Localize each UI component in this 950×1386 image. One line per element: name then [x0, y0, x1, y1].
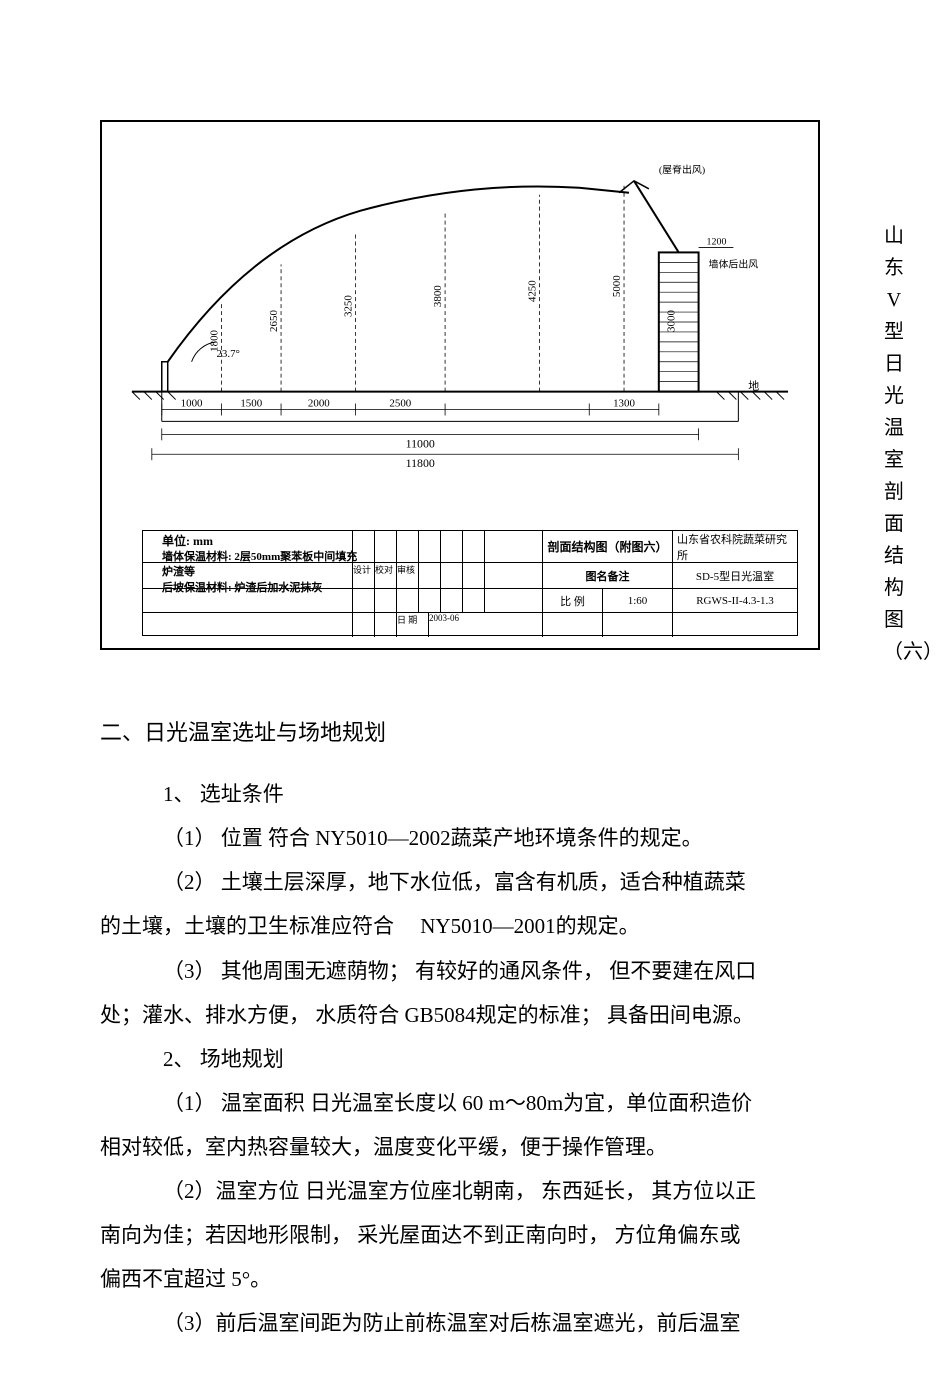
tb-institute: 山东省农科院蔬菜研究所: [673, 531, 797, 562]
tb-r4-b: [603, 613, 673, 637]
tb-model: SD-5型日光温室: [673, 563, 797, 588]
p-2-2a: （2）温室方位 日光温室方位座北朝南， 东西延长， 其方位以正: [100, 1169, 840, 1213]
p-1-3a: （3） 其他周围无遮荫物； 有较好的通风条件， 但不要建在风口: [100, 949, 840, 993]
dim-1300: 1300: [613, 398, 635, 410]
p-2-2c: 偏西不宜超过 5°。: [100, 1257, 840, 1301]
document-body: 二、日光温室选址与场地规划 1、 选址条件 （1） 位置 符合 NY5010—2…: [100, 710, 840, 1345]
page: 23.7° 1800 2650 3250: [0, 20, 950, 1366]
tb-left-4: [143, 613, 353, 637]
p-1-2a: （2） 土壤土层深厚，地下水位低，富含有机质，适合种植蔬菜: [100, 860, 840, 904]
subhead-2: 2、 场地规划: [100, 1037, 840, 1081]
p-1-3b: 处；灌水、排水方便， 水质符合 GB5084规定的标准； 具备田间电源。: [100, 993, 840, 1037]
dim-1200: 1200: [707, 236, 727, 247]
h-4250: 4250: [527, 280, 539, 302]
greenhouse-cross-section-diagram: 23.7° 1800 2650 3250: [122, 132, 798, 512]
dim-11800: 11800: [406, 456, 435, 470]
subhead-1: 1、 选址条件: [100, 772, 840, 816]
p-1-2b: 的土壤，土壤的卫生标准应符合 NY5010—2001的规定。: [100, 904, 840, 948]
tb-left-3: [143, 589, 353, 613]
h-3250: 3250: [343, 295, 355, 317]
dim-2000: 2000: [308, 398, 330, 410]
dim-11000: 11000: [406, 436, 435, 450]
h-5000: 5000: [611, 275, 623, 297]
h-1800: 1800: [208, 329, 220, 351]
tb-mid-grid-2: 设计 校对 审核: [353, 563, 543, 588]
ground-label: 地: [748, 380, 759, 393]
diagram-inner: 23.7° 1800 2650 3250: [102, 122, 818, 648]
tb-r4-a: [543, 613, 603, 637]
diagram-caption-vertical: 山东V型日光温室剖面结构图（六）: [883, 220, 905, 668]
tb-scale-label: 比 例: [543, 589, 603, 613]
section-heading: 二、日光温室选址与场地规划: [100, 710, 840, 756]
h-2650: 2650: [268, 310, 280, 332]
tb-left-2: [143, 563, 353, 588]
wall-vent-label: 墙体后出风: [709, 257, 759, 270]
tb-scale-value: 1:60: [603, 589, 673, 613]
tb-r4-c: [673, 613, 797, 637]
cross-section-svg: 23.7° 1800 2650 3250: [122, 132, 798, 512]
p-2-3: （3）前后温室间距为防止前栋温室对后栋温室遮光，前后温室: [100, 1301, 840, 1345]
dim-1500: 1500: [240, 398, 262, 410]
tb-drawing-title: 剖面结构图（附图六）: [543, 531, 673, 562]
p-2-2b: 南向为佳；若因地形限制， 采光屋面达不到正南向时， 方位角偏东或: [100, 1213, 840, 1257]
p-2-1b: 相对较低，室内热容量较大，温度变化平缓，便于操作管理。: [100, 1125, 840, 1169]
p-2-1a: （1） 温室面积 日光温室长度以 60 m～80m为宜，单位面积造价: [100, 1081, 840, 1125]
tb-mid-grid-1: [353, 531, 543, 562]
tb-drawing-no: RGWS-II-4.3-1.3: [673, 589, 797, 613]
diagram-frame: 23.7° 1800 2650 3250: [100, 120, 820, 650]
title-block: 剖面结构图（附图六） 山东省农科院蔬菜研究所 设计 校对 审核: [142, 530, 798, 636]
tb-note: 图名备注: [543, 563, 673, 588]
tb-left-spacer: [143, 531, 353, 562]
p-1-1: （1） 位置 符合 NY5010—2002蔬菜产地环境条件的规定。: [100, 816, 840, 860]
ridge-vent-label: (屋脊出风): [659, 163, 705, 176]
tb-mid-grid-3: [353, 589, 543, 613]
dim-1000: 1000: [181, 398, 203, 410]
h-3000: 3000: [666, 310, 678, 332]
dim-2500: 2500: [389, 398, 411, 410]
h-3800: 3800: [432, 285, 444, 307]
tb-mid-grid-4: 日 期 2003-06: [353, 613, 543, 637]
